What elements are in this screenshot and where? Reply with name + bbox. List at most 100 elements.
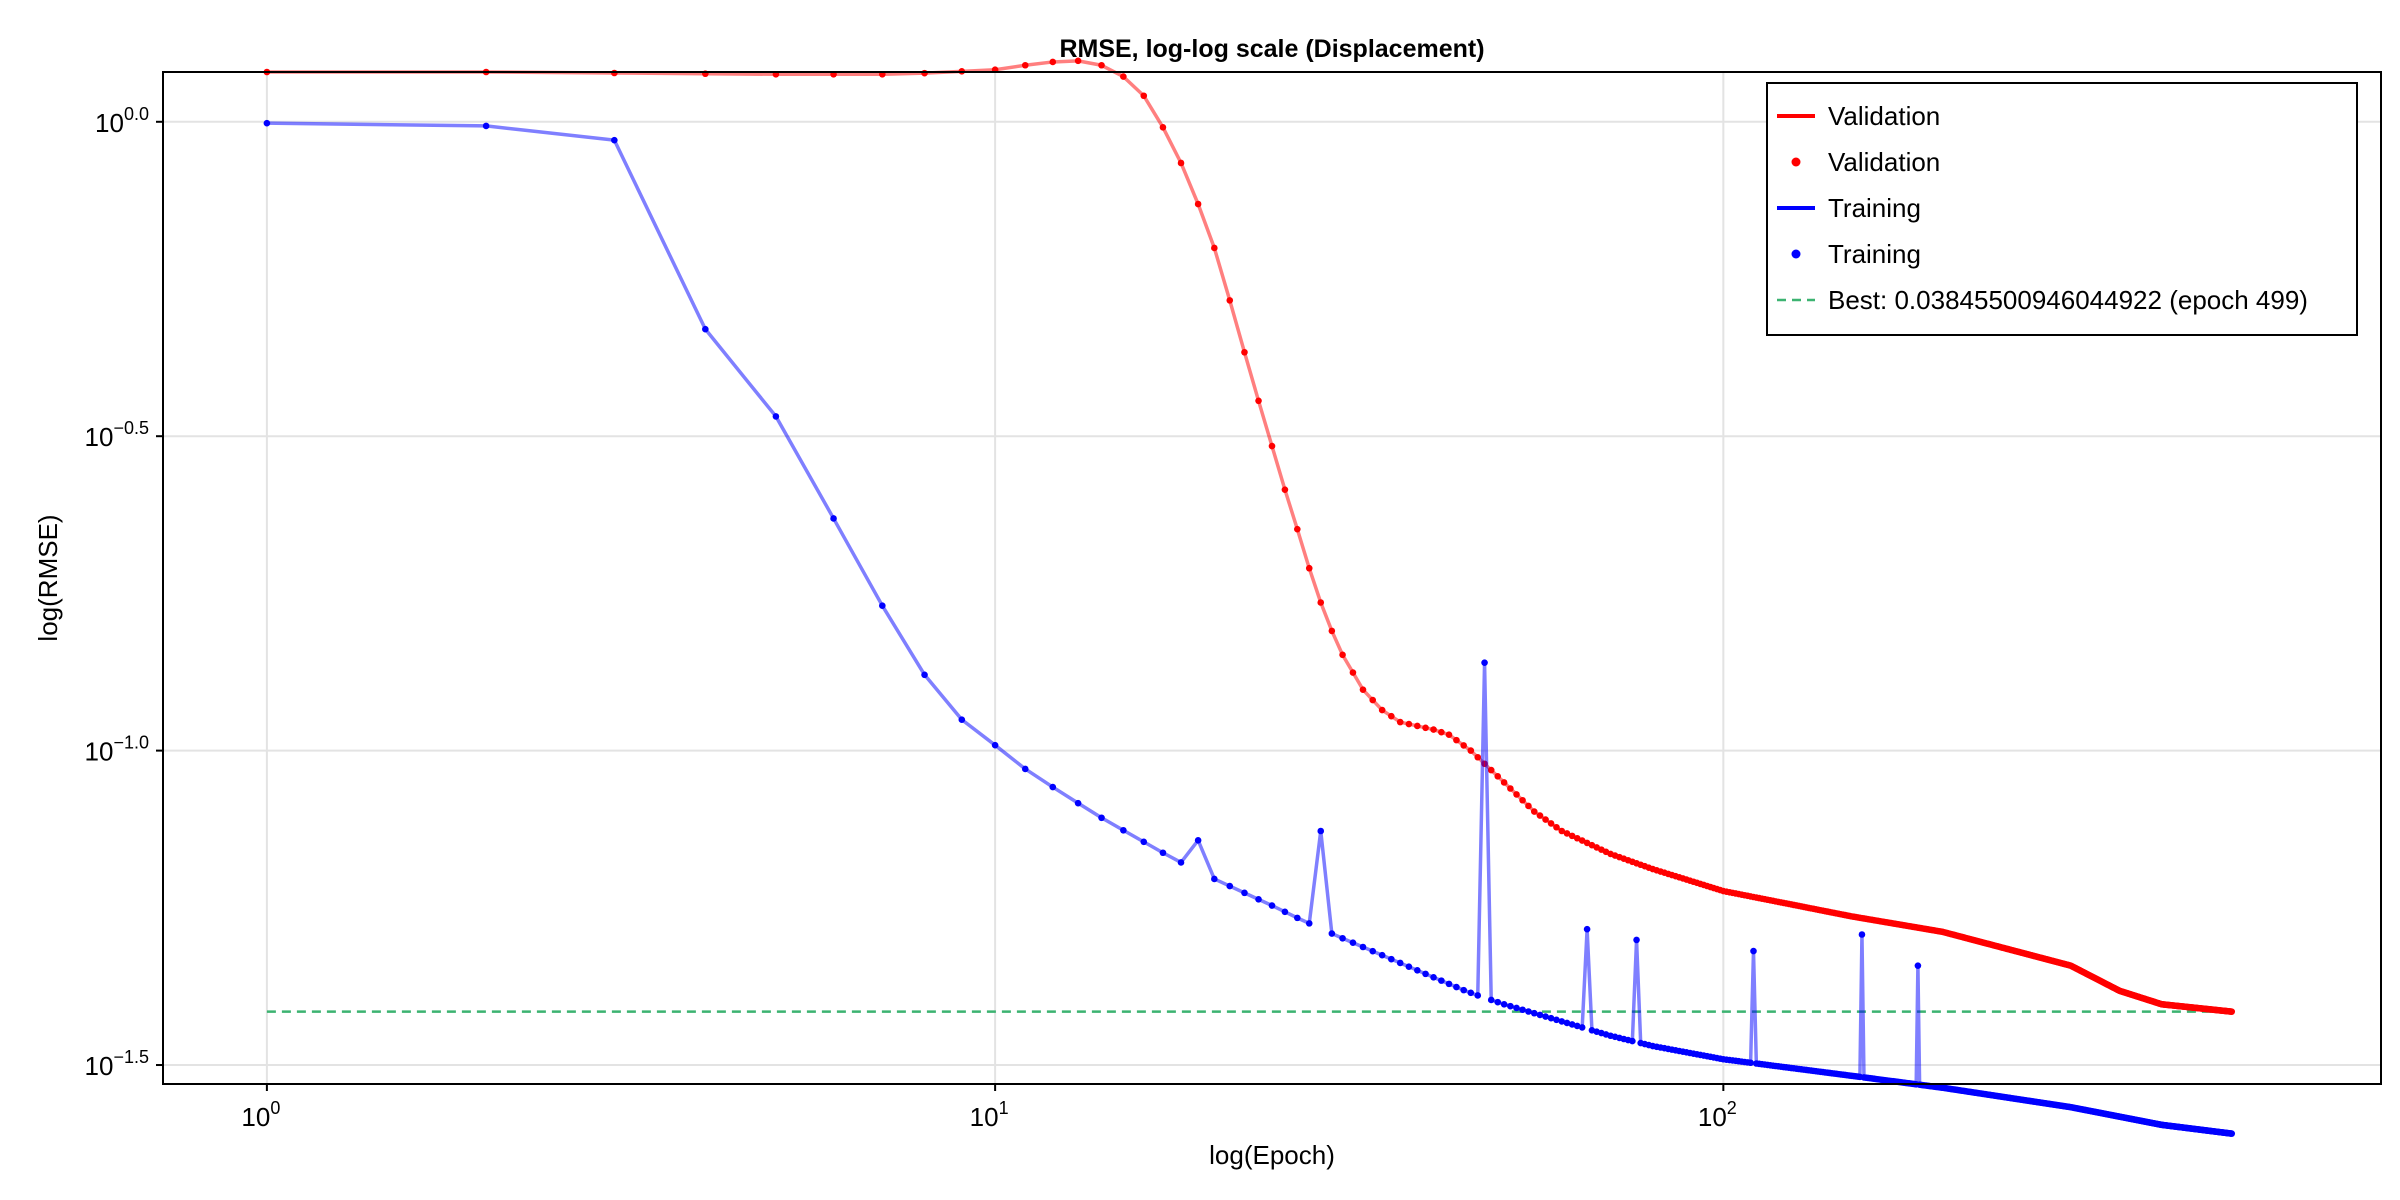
validation-point: [1445, 731, 1453, 738]
training-point: [1536, 1011, 1544, 1019]
validation-point: [1519, 796, 1526, 804]
validation-point: [1405, 720, 1413, 728]
training-point: [263, 119, 271, 127]
training-point: [1241, 889, 1248, 897]
validation-point: [1211, 244, 1218, 252]
validation-point: [1294, 525, 1301, 533]
validation-point: [1255, 397, 1262, 405]
validation-point: [611, 69, 618, 77]
training-point: [1513, 1004, 1520, 1012]
training-point: [1349, 939, 1357, 947]
training-point: [1494, 998, 1502, 1006]
validation-point: [1453, 736, 1460, 744]
validation-point: [1553, 823, 1560, 831]
training-point: [1525, 1008, 1532, 1015]
validation-point: [1438, 728, 1445, 736]
training-point: [1281, 908, 1289, 916]
legend-dot-swatch: [1791, 249, 1801, 259]
training-point: [1558, 1018, 1566, 1025]
validation-point: [1467, 747, 1475, 754]
validation-point: [1525, 802, 1532, 810]
legend-dot-swatch: [1791, 157, 1801, 167]
validation-point: [1098, 61, 1105, 69]
training-point: [1578, 1024, 1586, 1031]
validation-series: [263, 57, 2236, 1015]
training-series: [263, 119, 2236, 1137]
legend-box: [1766, 82, 2358, 336]
training-point: [1430, 974, 1437, 981]
validation-point: [1507, 785, 1514, 792]
training-point: [921, 671, 928, 679]
training-point: [1194, 837, 1202, 844]
validation-point: [1578, 837, 1586, 844]
training-point: [1305, 920, 1313, 927]
training-point: [1453, 983, 1460, 991]
training-point: [830, 515, 837, 522]
validation-point: [1349, 669, 1357, 676]
legend-label: Training: [1828, 239, 1921, 269]
y-tick-label: 10−1.0: [85, 733, 149, 767]
training-point: [1328, 930, 1336, 937]
validation-point: [1305, 564, 1313, 572]
validation-point: [1177, 159, 1185, 167]
validation-point: [1563, 830, 1571, 837]
validation-point: [1487, 766, 1495, 774]
training-point: [1914, 962, 1922, 969]
x-axis-label: log(Epoch): [1209, 1140, 1335, 1170]
training-point: [1339, 934, 1346, 942]
training-point: [1317, 827, 1325, 835]
training-point: [1378, 951, 1386, 959]
training-point: [1563, 1019, 1571, 1027]
training-point: [1074, 799, 1082, 807]
training-point: [1255, 896, 1262, 903]
validation-point: [1396, 718, 1404, 726]
training-point: [1049, 783, 1057, 791]
validation-point: [1339, 651, 1346, 659]
training-point: [1747, 1059, 1754, 1067]
training-point: [1481, 659, 1488, 666]
training-point: [1445, 980, 1453, 988]
validation-point: [1226, 297, 1234, 304]
validation-point: [1049, 58, 1057, 66]
training-point: [1629, 1037, 1636, 1045]
legend: Validation Validation Training Training Best…: [1766, 82, 2358, 336]
training-point: [482, 122, 490, 130]
training-point: [772, 413, 780, 420]
validation-point: [1268, 442, 1276, 450]
training-point: [1388, 955, 1395, 963]
training-point: [1211, 875, 1218, 883]
validation-point: [1021, 61, 1029, 69]
validation-point: [1414, 722, 1421, 730]
x-tick-label: 100: [241, 1098, 280, 1132]
training-point: [1120, 826, 1127, 834]
training-point: [1750, 947, 1757, 955]
validation-point: [1542, 816, 1549, 823]
x-axis-ticks: 100 101 102: [241, 1084, 1737, 1132]
validation-point: [1369, 696, 1377, 704]
training-point: [1858, 931, 1866, 938]
training-point: [1547, 1014, 1555, 1022]
training-point: [1553, 1016, 1560, 1024]
validation-point: [1513, 791, 1520, 798]
validation-point: [1573, 834, 1581, 842]
validation-point: [1074, 57, 1082, 65]
validation-point: [1194, 200, 1202, 208]
validation-point: [1430, 726, 1437, 733]
validation-point: [1281, 486, 1289, 493]
legend-label: Best: 0.03845500946044922 (epoch 499): [1828, 285, 2308, 315]
training-point: [1568, 1021, 1576, 1028]
y-tick-label: 10−1.5: [85, 1047, 149, 1081]
training-point: [1633, 936, 1640, 944]
legend-label: Validation: [1828, 147, 1940, 177]
training-point: [1507, 1002, 1514, 1010]
x-tick-label: 102: [1698, 1098, 1737, 1132]
training-point: [1177, 859, 1185, 866]
chart-title: RMSE, log-log scale (Displacement): [1059, 35, 1484, 63]
training-point: [958, 716, 966, 723]
y-axis-ticks: 100.0 10−0.5 10−1.0 10−1.5: [85, 104, 163, 1081]
training-point: [1268, 902, 1276, 909]
validation-point: [1494, 773, 1502, 780]
training-point: [611, 136, 618, 144]
validation-point: [2228, 1008, 2236, 1015]
